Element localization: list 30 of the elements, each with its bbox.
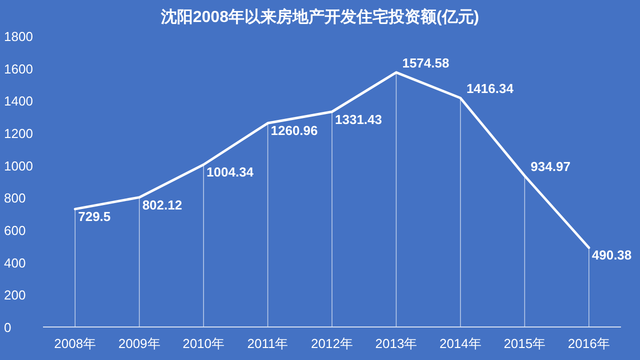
x-tick-label: 2009年	[118, 336, 160, 351]
y-tick-label: 800	[4, 190, 26, 206]
data-label: 1260.96	[270, 123, 318, 138]
data-label: 1331.43	[335, 112, 382, 127]
data-label: 729.5	[78, 209, 111, 224]
y-tick-label: 600	[4, 223, 26, 238]
x-tick-label: 2008年	[54, 336, 96, 351]
data-label: 802.12	[142, 197, 182, 212]
x-tick-label: 2012年	[311, 336, 353, 351]
y-tick-label: 0	[4, 320, 12, 335]
data-label: 1574.58	[402, 55, 450, 70]
x-tick-label: 2016年	[568, 336, 610, 351]
y-tick-label: 1600	[4, 61, 33, 76]
x-tick-label: 2010年	[182, 336, 225, 351]
y-tick-label: 1200	[4, 126, 33, 141]
line-series	[74, 71, 590, 249]
x-tick-label: 2011年	[247, 336, 288, 351]
y-tick-label: 200	[4, 288, 26, 303]
data-label: 934.97	[530, 158, 570, 174]
y-tick-label: 1400	[4, 94, 33, 109]
data-label: 1004.34	[206, 164, 254, 180]
y-tick-label: 400	[4, 255, 26, 270]
y-tick-label: 1000	[4, 158, 33, 174]
data-label: 1416.34	[466, 81, 514, 96]
y-tick-label: 1800	[4, 29, 33, 44]
x-tick-label: 2013年	[375, 336, 418, 351]
data-label: 490.38	[592, 248, 632, 263]
chart-title: 沈阳2008年以来房地产开发住宅投资额(亿元)	[160, 7, 480, 26]
x-tick-label: 2014年	[439, 336, 482, 351]
x-tick-label: 2015年	[504, 336, 546, 351]
